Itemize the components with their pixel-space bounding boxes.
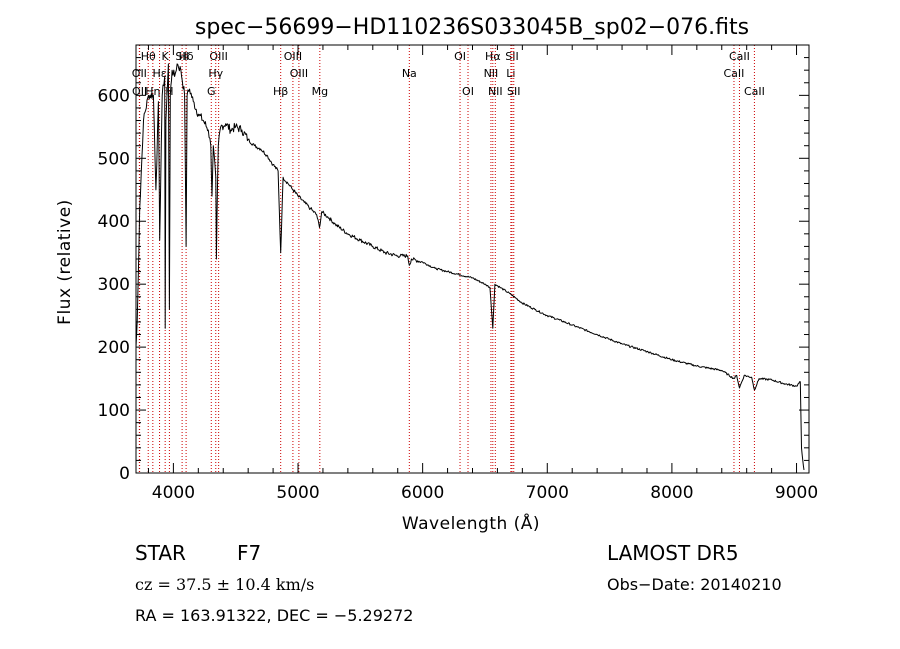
marker-label: CaII	[744, 85, 765, 98]
x-tick-label: 8000	[650, 483, 693, 503]
marker-label: OIII	[209, 50, 227, 63]
marker-label: Hθ	[141, 50, 156, 63]
x-tick-label: 4000	[152, 483, 195, 503]
marker-label: Hδ	[179, 50, 194, 63]
x-tick-label: 6000	[401, 483, 444, 503]
x-tick-label: 7000	[526, 483, 569, 503]
marker-label: CaII	[724, 67, 745, 80]
chart-title: spec−56699−HD110236S033045B_sp02−076.fit…	[195, 15, 749, 40]
survey-name: LAMOST DR5	[607, 541, 739, 565]
x-axis-label: Wavelength (Å)	[402, 512, 540, 534]
marker-label: OI	[462, 85, 474, 98]
marker-label: NII	[484, 67, 499, 80]
series-group	[135, 63, 805, 470]
marker-label: OIII	[284, 50, 302, 63]
marker-label: SII	[175, 50, 188, 63]
y-tick-label: 100	[98, 401, 130, 421]
marker-label: Hγ	[208, 67, 223, 80]
y-axis-label: Flux (relative)	[55, 199, 75, 325]
y-tick-label: 400	[98, 212, 130, 232]
y-tick-label: 200	[98, 338, 130, 358]
spectrum-line	[135, 63, 805, 470]
marker-label: Hη	[145, 85, 160, 98]
y-tick-label: 600	[98, 86, 130, 106]
observation-date: Obs−Date: 20140210	[607, 575, 782, 594]
marker-label: K	[162, 50, 170, 63]
marker-label: OI	[454, 50, 466, 63]
marker-label: SII	[505, 50, 518, 63]
y-tick-label: 0	[119, 464, 130, 484]
marker-label: SII	[507, 85, 520, 98]
x-tick-label: 5000	[276, 483, 319, 503]
marker-label: Hα	[485, 50, 501, 63]
marker-label: Li	[506, 67, 515, 80]
x-tick-label: 9000	[775, 483, 818, 503]
marker-label: NII	[488, 85, 503, 98]
marker-label: Hε	[152, 67, 166, 80]
marker-label: Hβ	[273, 85, 288, 98]
plot-frame	[135, 44, 810, 474]
marker-label: Mg	[312, 85, 328, 98]
marker-label: OIII	[290, 67, 308, 80]
y-tick-label: 300	[98, 275, 130, 295]
marker-label: Na	[402, 67, 417, 80]
object-subclass: F7	[237, 541, 261, 565]
marker-label: H	[165, 85, 173, 98]
marker-label: G	[207, 85, 216, 98]
coordinates-readout: RA = 163.91322, DEC = −5.29272	[135, 606, 413, 625]
object-class: STAR	[135, 541, 186, 565]
redshift-readout: cz = 37.5 ± 10.4 km/s	[135, 575, 314, 594]
y-axis: 0 100 200 300 400 500 600	[98, 57, 809, 484]
y-tick-label: 500	[98, 149, 130, 169]
marker-label: CaII	[729, 50, 750, 63]
x-axis: 4000 5000 6000 7000 8000 9000	[147, 45, 818, 503]
